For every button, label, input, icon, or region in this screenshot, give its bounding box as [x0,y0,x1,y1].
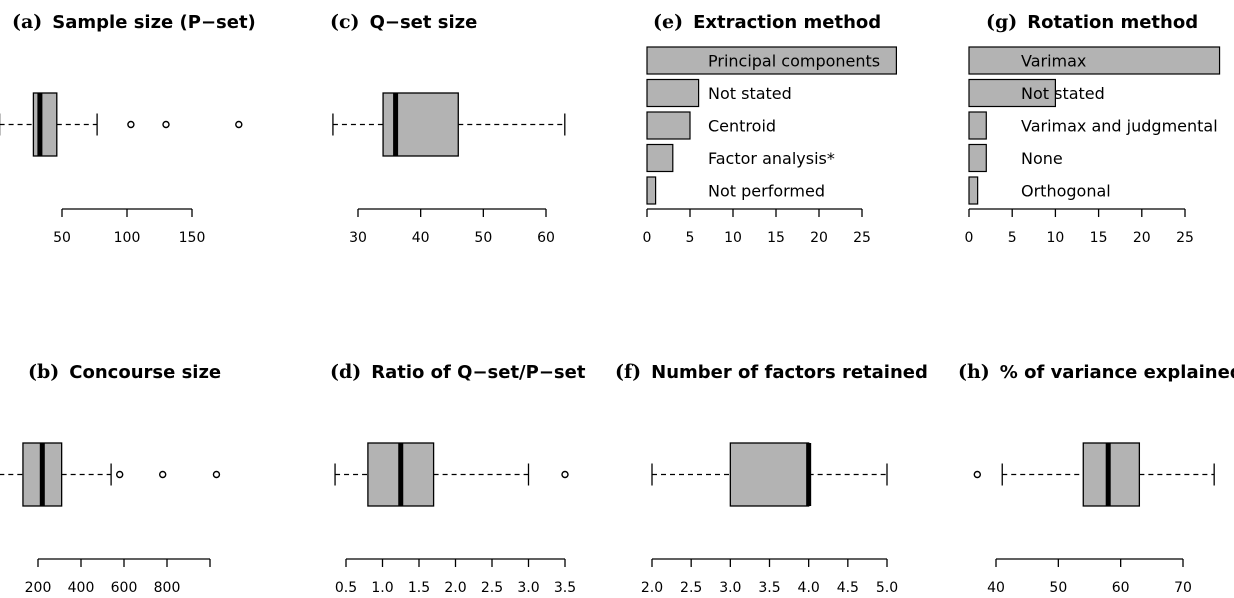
panel-d-outlier-0 [561,470,569,479]
panel-b-tick-label-3: 800 [154,580,181,596]
panel-d-tick-label-3: 2.0 [444,580,466,596]
panel-d-letter: (d) [330,361,361,383]
panel-a-box [32,92,58,157]
panel-c-tick-label-1: 40 [412,230,430,246]
panel-e-title: Extraction method [693,12,881,33]
panel-e-bar-label-3: Factor analysis* [708,149,835,168]
panel-f-tick-label-6: 5.0 [876,580,898,596]
panel-a-tick-label-1: 100 [114,230,141,246]
panel-e-tick-label-1: 5 [686,230,695,246]
panel-b-outlier-2 [212,470,221,479]
panel-g-bar-label-2: Varimax and judgmental [1021,117,1218,136]
panel-b-tick-label-1: 400 [68,580,95,596]
panel-g-letter: (g) [986,11,1017,33]
panel-g-bar-label-0: Varimax [1021,52,1086,71]
panel-e-tick-label-0: 0 [643,230,652,246]
panel-f-tick-label-5: 4.5 [837,580,859,596]
panel-g-bar-label-1: Not stated [1021,84,1105,103]
panel-a-tick-label-2: 150 [179,230,206,246]
panel-d-title: Ratio of Q−set/P−set [371,362,586,383]
panel-e-bar-label-4: Not performed [708,182,825,201]
panel-h-title: % of variance explained [1000,362,1234,383]
panel-e-bar-label-1: Not stated [708,84,792,103]
panel-g-title: Rotation method [1027,12,1198,33]
panel-e-bar-0 [646,46,897,75]
panel-e-bar-label-0: Principal components [708,52,880,71]
panel-b-title: Concourse size [69,362,221,383]
panel-c-tick-label-0: 30 [349,230,367,246]
panel-e-tick-label-5: 25 [853,230,871,246]
panel-a-outlier-2 [235,120,243,129]
panel-h-tick-label-1: 50 [1049,580,1067,596]
panel-g-tick-label-5: 25 [1176,230,1194,246]
panel-b-tick-label-0: 200 [25,580,52,596]
panel-f-tick-label-2: 3.0 [719,580,741,596]
panel-c-tick-label-2: 50 [474,230,492,246]
panel-c-title: Q−set size [370,12,478,33]
panel-g-bar-4 [968,176,979,205]
panel-g-bar-label-3: None [1021,149,1063,168]
panel-g-bar-0 [968,46,1221,75]
panel-f-tick-label-4: 4.0 [798,580,820,596]
panel-g-tick-label-0: 0 [965,230,974,246]
panel-f-letter: (f) [615,361,641,383]
panel-f-title: Number of factors retained [651,362,928,383]
panel-h-tick-label-2: 60 [1112,580,1130,596]
panel-g-tick-label-4: 20 [1133,230,1151,246]
panel-g-tick-label-2: 10 [1046,230,1064,246]
panel-a-letter: (a) [12,11,42,33]
panel-g-bar-1 [968,78,1057,108]
panel-d-tick-label-1: 1.0 [371,580,393,596]
panel-d-tick-label-5: 3.0 [517,580,539,596]
panel-h-letter: (h) [958,361,990,383]
panel-g-bar-2 [968,111,987,140]
panel-e-tick-label-3: 15 [767,230,785,246]
panel-c-tick-label-3: 60 [537,230,555,246]
panel-e-bar-label-2: Centroid [708,117,776,136]
panel-e-tick-label-2: 10 [724,230,742,246]
panel-b-tick-label-2: 600 [111,580,138,596]
panel-f-tick-label-0: 2.0 [641,580,663,596]
panel-d-tick-label-6: 3.5 [554,580,576,596]
panel-e-bar-2 [646,111,691,140]
panel-e-bar-1 [646,78,700,108]
panel-b-outlier-0 [115,470,124,479]
panel-h-tick-label-3: 70 [1174,580,1192,596]
panel-g-bar-label-4: Orthogonal [1021,182,1111,201]
panel-e-bar-4 [646,176,657,205]
panel-a-title: Sample size (P−set) [52,12,255,33]
panel-g-tick-label-3: 15 [1090,230,1108,246]
panel-d-tick-label-0: 0.5 [335,580,357,596]
panel-h-outlier-0 [973,470,981,479]
panel-e-bar-3 [646,143,674,173]
panel-a-outlier-1 [162,120,170,129]
panel-d-tick-label-2: 1.5 [408,580,430,596]
panel-e-tick-label-4: 20 [810,230,828,246]
panel-e-letter: (e) [653,11,683,33]
panel-b-outlier-1 [158,470,167,479]
panel-h-box [1082,442,1141,507]
panel-d-tick-label-4: 2.5 [481,580,503,596]
panel-b-letter: (b) [28,361,59,383]
panel-h-tick-label-0: 40 [987,580,1005,596]
panel-a-outlier-0 [127,120,135,129]
panel-c-letter: (c) [330,11,360,33]
panel-f-tick-label-3: 3.5 [758,580,780,596]
panel-g-tick-label-1: 5 [1008,230,1017,246]
panel-g-bar-3 [968,143,987,173]
panel-f-tick-label-1: 2.5 [680,580,702,596]
panel-a-tick-label-0: 50 [53,230,71,246]
panel-f-box [729,442,810,507]
